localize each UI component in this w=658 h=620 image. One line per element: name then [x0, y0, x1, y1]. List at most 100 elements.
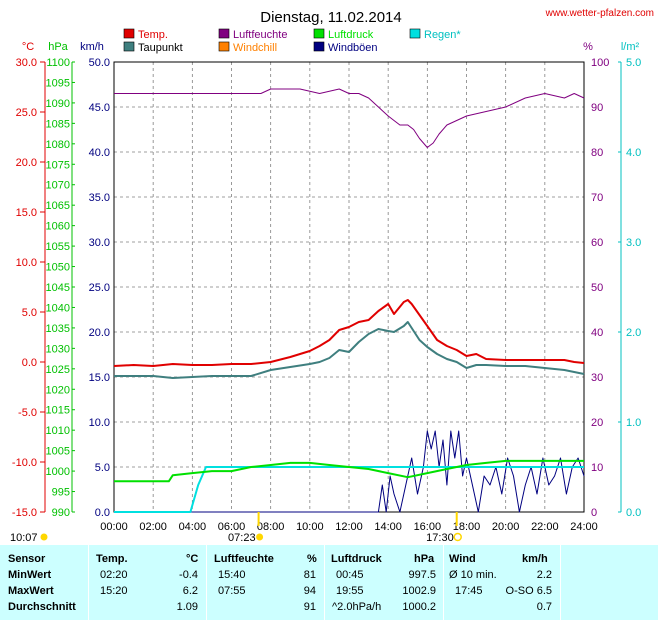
- stats-header-sensor: Sensor: [8, 553, 46, 565]
- legend-swatch: [123, 41, 135, 52]
- stats-header-press: Luftdruck: [331, 553, 382, 565]
- rain-axis-header: l/m²: [621, 41, 640, 53]
- hpa-tick-label: 1000: [46, 466, 70, 478]
- x-tick-label: 04:00: [179, 521, 207, 533]
- sun-icon: [256, 533, 264, 541]
- stats-wind-val: 0.7: [536, 601, 552, 613]
- pct-tick-label: 20: [591, 417, 603, 429]
- stats-temp-val: 1.09: [176, 601, 198, 613]
- stats-row-label: MinWert: [8, 569, 52, 581]
- legend-label: Temp.: [138, 29, 168, 41]
- stats-press-val: 997.5: [408, 569, 436, 581]
- legend-swatch: [218, 28, 230, 39]
- hpa-tick-label: 995: [52, 487, 70, 499]
- legend-label: Taupunkt: [138, 42, 183, 54]
- stats-header-wind: Wind: [449, 553, 476, 565]
- hpa-tick-label: 1080: [46, 139, 70, 151]
- x-tick-label: 02:00: [139, 521, 167, 533]
- stats-hum-val: 91: [303, 601, 316, 613]
- weather-chart: Dienstag, 11.02.2014 www.wetter-pfalzen.…: [10, 8, 654, 544]
- hpa-tick-label: 1100: [46, 57, 70, 69]
- pct-tick-label: 0: [591, 507, 597, 519]
- temp-tick-label: 20.0: [16, 157, 37, 169]
- series-line-regen: [114, 466, 584, 513]
- x-tick-label: 24:00: [570, 521, 598, 533]
- stats-header-hum: Luftfeuchte: [214, 553, 274, 565]
- rain-tick-label: 5.0: [626, 57, 641, 69]
- sunrise-label: 07:23: [228, 532, 256, 544]
- stats-temp-time: 02:20: [100, 569, 128, 581]
- legend-label: Windböen: [328, 42, 378, 54]
- legend-swatch: [313, 28, 325, 39]
- stats-row-label: MaxWert: [8, 585, 54, 597]
- stats-press-time: 19:55: [336, 585, 364, 597]
- stats-header-hum-unit: %: [307, 553, 317, 565]
- legend-label: Luftfeuchte: [233, 29, 287, 41]
- rain-tick-label: 2.0: [626, 327, 641, 339]
- pct-tick-label: 30: [591, 372, 603, 384]
- pct-tick-label: 10: [591, 462, 603, 474]
- stats-temp-time: 15:20: [100, 585, 128, 597]
- stats-temp-val: 6.2: [182, 585, 198, 597]
- sun-markers: 10:07 07:23 17:30: [10, 512, 462, 544]
- hpa-tick-label: 1040: [46, 302, 70, 314]
- sun-icon: [40, 533, 48, 541]
- axes: -15.0 -10.0 -5.0 0.0 5.0 10.0 15.0 20.0 25.0 30.0…: [12, 57, 641, 533]
- rain-tick-label: 0.0: [626, 507, 641, 519]
- kmh-tick-label: 5.0: [95, 462, 110, 474]
- sunset-icon: [453, 532, 462, 542]
- legend: Temp. Luftfeuchte Luftdruck Regen* Taupunkt W…: [123, 28, 461, 54]
- legend-swatch: [218, 41, 230, 52]
- hpa-tick-label: 1060: [46, 221, 70, 233]
- stats-press-val: 1000.2: [402, 601, 436, 613]
- legend-swatch: [409, 28, 421, 39]
- series-line-temp: [113, 299, 585, 367]
- temp-tick-label: -5.0: [18, 407, 37, 419]
- temp-tick-label: 25.0: [16, 107, 37, 119]
- stats-wind-val: O-SO 6.5: [505, 585, 552, 597]
- x-tick-label: 12:00: [335, 521, 363, 533]
- stats-press-time: 00:45: [336, 569, 364, 581]
- temp-tick-label: 10.0: [16, 257, 37, 269]
- stats-panel: Sensor Temp. °C Luftfeuchte % Luftdruck …: [0, 545, 658, 620]
- series-line-luftfeuchte: [114, 88, 585, 148]
- sunset-prev-label: 10:07: [10, 532, 38, 544]
- kmh-tick-label: 35.0: [89, 192, 110, 204]
- temp-tick-label: 15.0: [16, 207, 37, 219]
- stats-press-val: 1002.9: [402, 585, 436, 597]
- chart-title: Dienstag, 11.02.2014: [260, 9, 402, 26]
- kmh-tick-label: 30.0: [89, 237, 110, 249]
- x-tick-label: 14:00: [374, 521, 402, 533]
- hpa-tick-label: 1035: [46, 323, 70, 335]
- stats-wind-val: 2.2: [536, 569, 552, 581]
- stats-hum-val: 94: [303, 585, 316, 597]
- stats-header-press-unit: hPa: [414, 553, 435, 565]
- kmh-tick-label: 25.0: [89, 282, 110, 294]
- hpa-tick-label: 1085: [46, 118, 70, 130]
- temp-tick-label: -10.0: [12, 457, 37, 469]
- legend-swatch: [313, 41, 325, 52]
- hpa-tick-label: 1095: [46, 77, 70, 89]
- stats-header-temp-unit: °C: [186, 553, 199, 565]
- pct-tick-label: 40: [591, 327, 603, 339]
- hpa-axis-header: hPa: [48, 41, 68, 53]
- hpa-tick-label: 1090: [46, 98, 70, 110]
- x-tick-label: 18:00: [453, 521, 481, 533]
- hpa-tick-label: 1020: [46, 384, 70, 396]
- stats-hum-time: 07:55: [218, 585, 246, 597]
- kmh-tick-label: 40.0: [89, 147, 110, 159]
- hpa-tick-label: 1030: [46, 343, 70, 355]
- source-url: www.wetter-pfalzen.com: [545, 8, 654, 19]
- pct-tick-label: 60: [591, 237, 603, 249]
- temp-tick-label: -15.0: [12, 507, 37, 519]
- stats-header-temp: Temp.: [96, 553, 128, 565]
- temp-axis-header: °C: [22, 41, 34, 53]
- grid: [113, 61, 585, 513]
- rain-tick-label: 3.0: [626, 237, 641, 249]
- x-tick-label: 16:00: [414, 521, 442, 533]
- pct-tick-label: 90: [591, 102, 603, 114]
- kmh-tick-label: 20.0: [89, 327, 110, 339]
- pct-tick-label: 100: [591, 57, 609, 69]
- sunset-label: 17:30: [426, 532, 454, 544]
- temp-tick-label: 5.0: [22, 307, 37, 319]
